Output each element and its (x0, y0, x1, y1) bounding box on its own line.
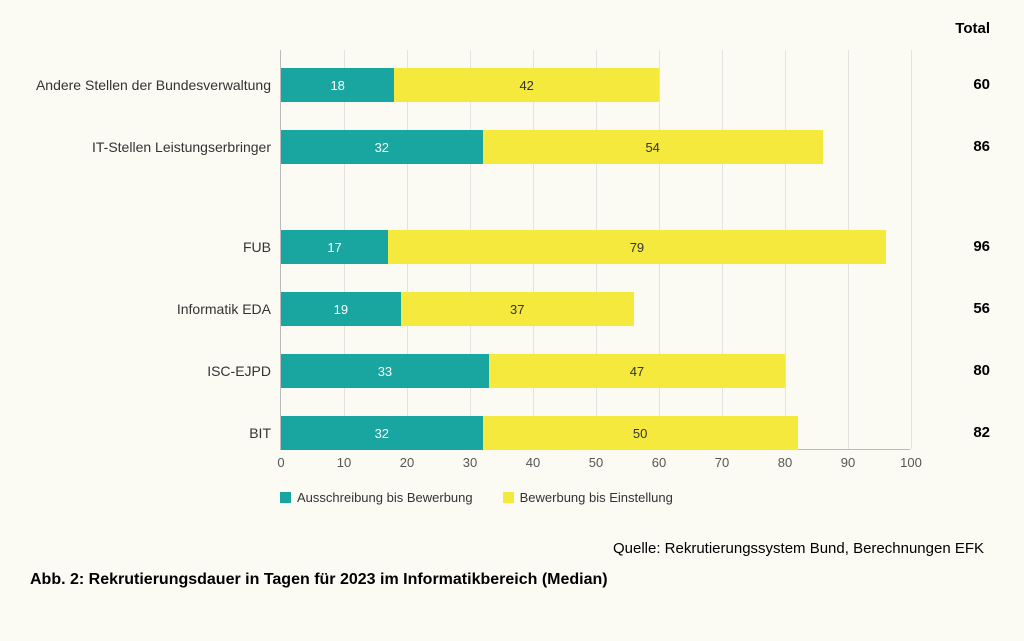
row-total: 96 (973, 230, 990, 264)
x-tick-label: 20 (400, 455, 414, 470)
plot-area: 0102030405060708090100Andere Stellen der… (280, 50, 910, 450)
x-tick-label: 0 (277, 455, 284, 470)
x-tick-label: 10 (337, 455, 351, 470)
x-tick-label: 30 (463, 455, 477, 470)
x-tick-label: 40 (526, 455, 540, 470)
legend-item-ausschreibung: Ausschreibung bis Bewerbung (280, 490, 473, 505)
bar-row: Andere Stellen der Bundesverwaltung1842 (281, 68, 910, 102)
row-total: 82 (973, 416, 990, 450)
bar-segment-ausschreibung: 32 (281, 416, 483, 450)
category-label: BIT (249, 416, 271, 450)
category-label: IT-Stellen Leistungserbringer (92, 130, 271, 164)
x-tick-label: 90 (841, 455, 855, 470)
category-label: FUB (243, 230, 271, 264)
bar-segment-bewerbung: 54 (483, 130, 823, 164)
bar-row: Informatik EDA1937 (281, 292, 910, 326)
bar-segment-bewerbung: 47 (489, 354, 785, 388)
row-total: 86 (973, 130, 990, 164)
bar-segment-ausschreibung: 17 (281, 230, 388, 264)
x-tick-label: 60 (652, 455, 666, 470)
legend-swatch (280, 492, 291, 503)
row-total: 60 (973, 68, 990, 102)
total-column-header: Total (955, 20, 990, 37)
bar-row: IT-Stellen Leistungserbringer3254 (281, 130, 910, 164)
legend: Ausschreibung bis Bewerbung Bewerbung bis… (280, 490, 673, 505)
category-label: Andere Stellen der Bundesverwaltung (36, 68, 271, 102)
chart-container: Total 0102030405060708090100Andere Stell… (30, 20, 990, 520)
category-label: Informatik EDA (177, 292, 271, 326)
category-label: ISC-EJPD (207, 354, 271, 388)
legend-label: Bewerbung bis Einstellung (520, 490, 673, 505)
x-tick-label: 50 (589, 455, 603, 470)
bar-segment-bewerbung: 42 (394, 68, 659, 102)
bar-row: FUB1779 (281, 230, 910, 264)
bar-segment-bewerbung: 37 (401, 292, 634, 326)
bar-segment-ausschreibung: 33 (281, 354, 489, 388)
x-tick-label: 100 (900, 455, 922, 470)
bar-segment-ausschreibung: 18 (281, 68, 394, 102)
row-total: 80 (973, 354, 990, 388)
legend-swatch (503, 492, 514, 503)
figure-caption: Abb. 2: Rekrutierungsdauer in Tagen für … (30, 571, 994, 589)
x-tick-label: 70 (715, 455, 729, 470)
source-text: Quelle: Rekrutierungssystem Bund, Berech… (30, 540, 994, 557)
bar-row: BIT3250 (281, 416, 910, 450)
bar-segment-ausschreibung: 19 (281, 292, 401, 326)
bar-segment-bewerbung: 50 (483, 416, 798, 450)
legend-label: Ausschreibung bis Bewerbung (297, 490, 473, 505)
legend-item-bewerbung: Bewerbung bis Einstellung (503, 490, 673, 505)
bar-row: ISC-EJPD3347 (281, 354, 910, 388)
bar-segment-bewerbung: 79 (388, 230, 886, 264)
x-tick-label: 80 (778, 455, 792, 470)
gridline (911, 50, 912, 449)
row-total: 56 (973, 292, 990, 326)
bar-segment-ausschreibung: 32 (281, 130, 483, 164)
